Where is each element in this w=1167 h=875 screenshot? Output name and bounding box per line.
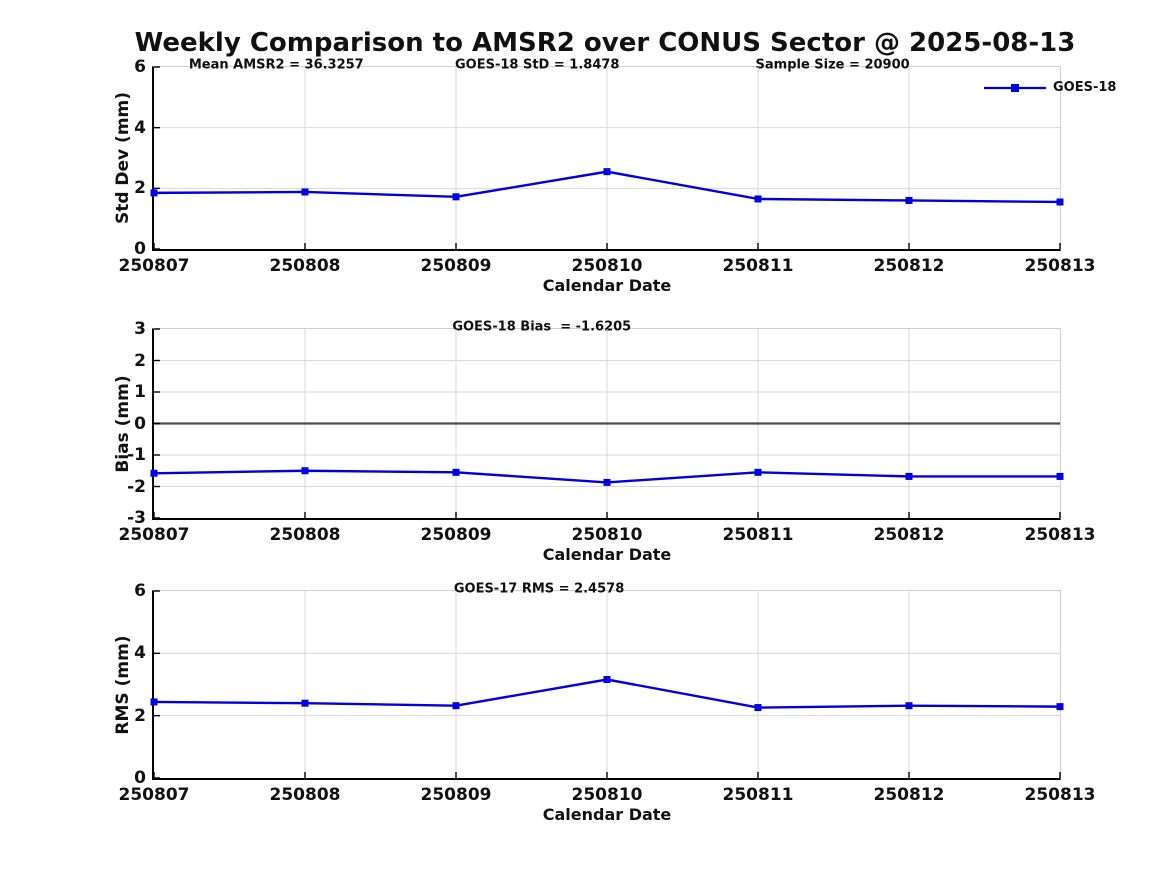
data-point-marker xyxy=(603,676,611,684)
data-point-marker xyxy=(905,196,913,204)
x-tick-label: 250811 xyxy=(722,256,794,276)
y-tick-label: 3 xyxy=(134,319,146,339)
y-tick-label: 2 xyxy=(134,350,146,371)
x-tick-label: 250810 xyxy=(571,256,643,276)
x-tick-label: 250807 xyxy=(118,256,190,276)
data-point-marker xyxy=(301,467,309,475)
x-tick-label: 250808 xyxy=(269,256,341,276)
data-point-marker xyxy=(1056,198,1064,206)
x-tick-label: 250809 xyxy=(420,525,492,545)
annotation-mean-amsr2: Mean AMSR2 = 36.3257 xyxy=(188,57,364,73)
data-point-marker xyxy=(301,188,309,196)
y-tick-label: -1 xyxy=(127,445,146,465)
y-tick-label: 6 xyxy=(134,57,146,77)
data-point-marker xyxy=(754,704,762,712)
x-tick-label: 250809 xyxy=(420,256,492,276)
x-tick-label: 250807 xyxy=(118,525,190,545)
x-axis-label-calendar-date: Calendar Date xyxy=(542,276,672,295)
x-tick-label: 250812 xyxy=(873,785,945,805)
x-axis-label-calendar-date: Calendar Date xyxy=(542,545,672,564)
x-tick-label: 250812 xyxy=(873,256,945,276)
y-tick-label: 2 xyxy=(134,705,146,726)
data-point-marker xyxy=(452,702,460,710)
y-tick-label: 4 xyxy=(134,643,146,664)
x-axis-label-calendar-date: Calendar Date xyxy=(542,805,672,824)
data-point-marker xyxy=(452,193,460,201)
y-tick-label: 4 xyxy=(134,117,146,138)
y-tick-label: -2 xyxy=(127,476,146,497)
annotation-goes18-std: GOES-18 StD = 1.8478 xyxy=(455,57,620,73)
plot-canvas xyxy=(150,66,1064,250)
x-tick-label: 250808 xyxy=(269,785,341,805)
y-tick-label: 2 xyxy=(134,178,146,199)
x-tick-label: 250813 xyxy=(1024,525,1096,545)
y-tick-label: 1 xyxy=(134,382,146,402)
data-point-marker xyxy=(301,699,309,707)
chart-title: Weekly Comparison to AMSR2 over CONUS Se… xyxy=(134,28,1076,58)
annotation-goes17-rms: GOES-17 RMS = 2.4578 xyxy=(453,581,625,597)
x-tick-label: 250811 xyxy=(722,785,794,805)
x-tick-label: 250810 xyxy=(571,525,643,545)
annotation-sample-size: Sample Size = 20900 xyxy=(755,57,910,73)
legend: GOES-18 xyxy=(984,80,1116,95)
x-tick-label: 250809 xyxy=(420,785,492,805)
x-tick-label: 250808 xyxy=(269,525,341,545)
legend-label: GOES-18 xyxy=(1053,80,1117,95)
data-point-marker xyxy=(1056,472,1064,480)
plot-std-dev: Mean AMSR2 = 36.3257 GOES-18 StD = 1.847… xyxy=(113,57,1095,295)
y-tick-label: -3 xyxy=(127,508,146,528)
plot-canvas xyxy=(150,590,1064,779)
data-point-marker xyxy=(754,468,762,476)
data-point-marker xyxy=(452,468,460,476)
annotation-goes18-bias: GOES-18 Bias = -1.6205 xyxy=(452,319,632,335)
data-point-marker xyxy=(150,189,158,197)
y-tick-label: 0 xyxy=(134,768,146,788)
x-tick-label: 250807 xyxy=(118,785,190,805)
data-point-marker xyxy=(1056,703,1064,711)
plot-bias: GOES-18 Bias = -1.6205 Bias (mm) Calenda… xyxy=(113,319,1095,564)
y-tick-label: 6 xyxy=(134,581,146,601)
data-point-marker xyxy=(603,478,611,486)
y-tick-label: 0 xyxy=(134,239,146,259)
x-tick-label: 250810 xyxy=(571,785,643,805)
plot-rms: GOES-17 RMS = 2.4578 RMS (mm) Calendar D… xyxy=(113,581,1095,824)
x-tick-label: 250813 xyxy=(1024,256,1096,276)
data-point-marker xyxy=(905,702,913,710)
data-point-marker xyxy=(603,168,611,176)
x-tick-label: 250811 xyxy=(722,525,794,545)
data-point-marker xyxy=(150,698,158,706)
x-tick-label: 250813 xyxy=(1024,785,1096,805)
legend-line-icon xyxy=(984,83,1046,92)
y-tick-label: 0 xyxy=(134,413,146,434)
plot-canvas xyxy=(150,328,1064,519)
data-point-marker xyxy=(754,195,762,203)
y-axis-label-std-dev: Std Dev (mm) xyxy=(113,91,133,225)
x-tick-label: 250812 xyxy=(873,525,945,545)
data-point-marker xyxy=(905,472,913,480)
data-point-marker xyxy=(150,469,158,477)
